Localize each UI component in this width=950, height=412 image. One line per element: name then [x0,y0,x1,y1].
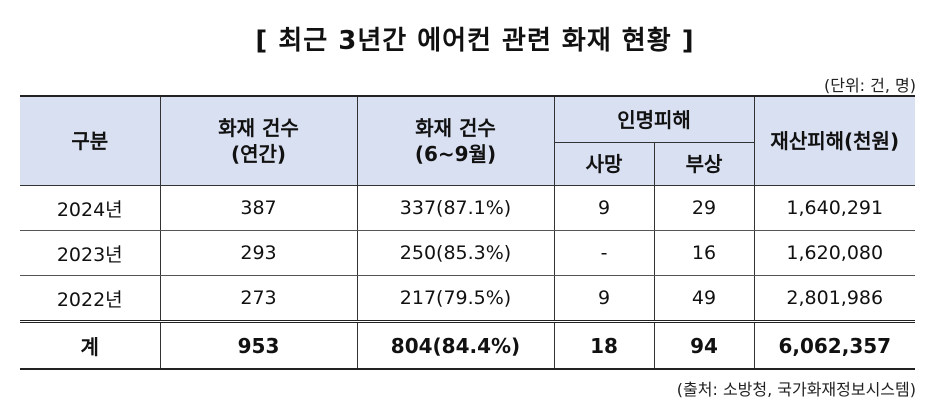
cell-fires-summer: 217(79.5%) [356,275,555,322]
cell-fires-annual: 273 [159,275,358,322]
total-label: 계 [20,320,161,370]
source-note: (출처: 소방청, 국가화재정보시스템) [676,380,916,399]
aircon-fire-table: 구분 화재 건수 (연간) 화재 건수 (6~9월) 인명피해 재산피해(천원)… [20,95,916,370]
header-fires-annual: 화재 건수 (연간) [159,95,358,186]
header-fires-annual-line2: (연간) [230,142,287,166]
page-title: [ 최근 3년간 에어컨 관련 화재 현황 ] [255,26,695,56]
cell-fires-summer: 337(87.1%) [356,185,555,231]
total-fires-annual: 953 [159,320,358,370]
total-injuries: 94 [653,320,755,370]
cell-year: 2022년 [20,275,161,322]
table-row: 2024년 387 337(87.1%) 9 29 1,640,291 [20,185,916,231]
cell-injuries: 49 [653,275,755,322]
unit-note: (단위: 건, 명) [823,76,916,95]
header-category: 구분 [20,95,161,186]
cell-injuries: 29 [653,185,755,231]
cell-fires-annual: 293 [159,230,358,276]
header-deaths: 사망 [554,142,655,186]
total-property-damage: 6,062,357 [753,320,916,370]
header-casualties: 인명피해 [553,95,755,143]
cell-year: 2024년 [20,185,161,231]
cell-deaths: 9 [553,275,655,322]
cell-deaths: 9 [553,185,655,231]
table-row: 2022년 273 217(79.5%) 9 49 2,801,986 [20,275,916,322]
cell-fires-summer: 250(85.3%) [356,230,555,276]
header-property-damage: 재산피해(천원) [753,95,916,186]
header-fires-summer-line1: 화재 건수 [415,116,496,140]
table-row: 2023년 293 250(85.3%) - 16 1,620,080 [20,230,916,276]
cell-year: 2023년 [20,230,161,276]
header-injuries: 부상 [653,142,755,186]
cell-property-damage: 1,620,080 [753,230,916,276]
total-fires-summer: 804(84.4%) [356,320,555,370]
header-fires-summer: 화재 건수 (6~9월) [356,95,555,186]
header-fires-summer-line2: (6~9월) [414,142,497,166]
total-deaths: 18 [553,320,655,370]
cell-injuries: 16 [653,230,755,276]
cell-deaths: - [553,230,655,276]
cell-property-damage: 2,801,986 [753,275,916,322]
header-fires-annual-line1: 화재 건수 [218,116,299,140]
total-row: 계 953 804(84.4%) 18 94 6,062,357 [20,320,916,370]
cell-fires-annual: 387 [159,185,358,231]
cell-property-damage: 1,640,291 [753,185,916,231]
